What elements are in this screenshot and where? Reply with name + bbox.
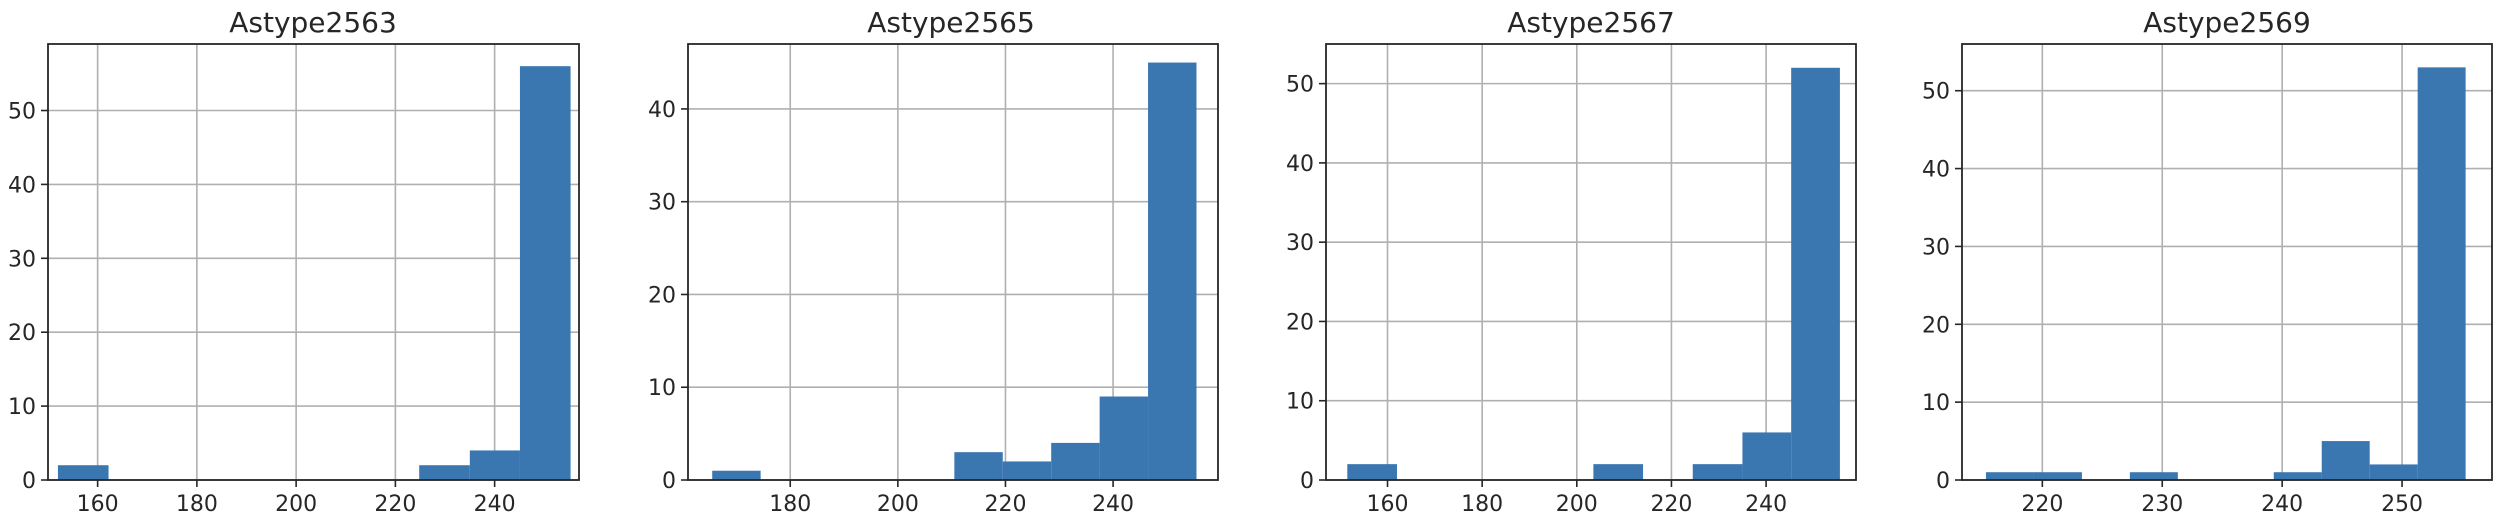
x-tick-label: 180 [769,492,811,517]
y-tick-label: 10 [8,395,36,420]
y-tick-label: 20 [1922,313,1950,338]
subplot-3: Astype2567 160 180 200 220 240 0 10 20 30 40 50 [1286,6,1857,517]
y-tick-label: 0 [1936,469,1950,494]
chart-title: Astype2569 [2143,6,2311,39]
histogram-bar [2321,441,2370,480]
axes-frame [47,43,580,481]
y-tick-label: 30 [1922,235,1950,260]
histogram-bar [1985,472,2034,480]
y-tick-label: 10 [1922,391,1950,416]
axes-frame [1961,43,2493,481]
y-tick-label: 20 [8,321,36,346]
y-tick-label: 20 [1286,310,1314,335]
x-tick-label: 230 [2141,492,2183,517]
histogram-bar [2369,464,2418,480]
histogram-bar [57,465,109,480]
histogram-bar [2033,472,2082,480]
histogram-bar [1791,67,1840,481]
histogram-bar [2129,472,2178,480]
y-tick-label: 30 [1286,231,1314,256]
subplot-2: Astype2565 180 200 220 240 0 10 20 30 40 [648,6,1219,517]
y-tick-label: 20 [648,283,676,308]
histogram-bar [469,450,520,480]
x-tick-label: 160 [1367,492,1409,517]
x-tick-label: 220 [2021,492,2063,517]
y-tick-label: 0 [662,469,676,494]
x-tick-label: 240 [2261,492,2303,517]
x-tick-label: 220 [1650,492,1692,517]
x-tick-label: 200 [1556,492,1598,517]
y-tick-label: 0 [1300,469,1314,494]
histogram-bar [1593,464,1644,480]
y-tick-label: 50 [8,100,36,125]
histogram-bar [2273,472,2322,480]
x-tick-label: 200 [275,492,317,517]
histogram-bar [1347,464,1397,480]
y-tick-label: 10 [648,376,676,401]
y-tick-label: 50 [1286,73,1314,98]
y-tick-label: 40 [648,98,676,123]
subplot-4: Astype2569 220 230 240 250 0 10 20 30 40 50 [1922,6,2493,517]
x-tick-label: 240 [1745,492,1787,517]
histogram-bar [1742,432,1792,480]
x-tick-label: 180 [176,492,218,517]
x-tick-label: 180 [1461,492,1503,517]
chart-title: Astype2563 [229,6,397,39]
y-tick-label: 30 [8,247,36,272]
x-tick-label: 200 [877,492,919,517]
chart-title: Astype2565 [867,6,1035,39]
axes-frame [1325,43,1857,481]
histogram-bar [712,470,761,480]
y-tick-label: 50 [1922,80,1950,105]
histogram-bar [1051,442,1100,480]
subplot-1: Astype2563 160 180 200 220 240 0 10 20 30 40 50 [8,6,580,517]
y-tick-label: 30 [648,191,676,216]
histogram-bar [954,452,1003,480]
x-tick-label: 250 [2381,492,2423,517]
histogram-bar [2417,67,2466,480]
y-tick-label: 10 [1286,390,1314,415]
histogram-bar [419,465,470,480]
x-tick-label: 240 [1092,492,1134,517]
y-tick-label: 40 [1922,158,1950,183]
y-tick-label: 40 [1286,152,1314,177]
histogram-bar [1692,464,1743,480]
chart-title: Astype2567 [1507,6,1675,39]
x-tick-label: 220 [374,492,416,517]
histogram-bar [1099,396,1149,480]
y-tick-label: 0 [22,469,36,494]
histogram-bar [1148,62,1197,480]
histogram-bar [1002,461,1052,480]
axes-frame [687,43,1219,481]
y-tick-label: 40 [8,173,36,198]
x-tick-label: 240 [474,492,516,517]
x-tick-label: 220 [984,492,1026,517]
x-tick-label: 160 [77,492,119,517]
histogram-bar [519,66,571,480]
